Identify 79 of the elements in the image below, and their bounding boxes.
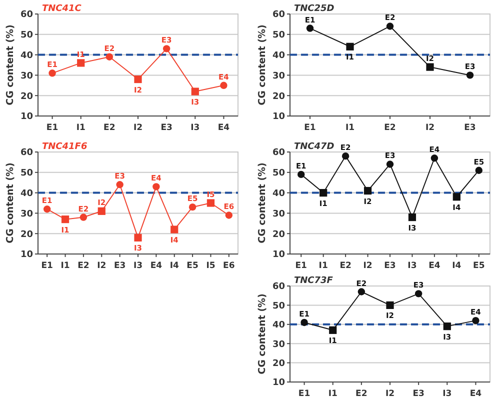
x-tick-label: I1 — [318, 261, 328, 271]
x-tick-label: E4 — [150, 261, 162, 271]
x-tick-label: I4 — [170, 261, 179, 271]
chart-title: TNC41C — [42, 4, 82, 14]
x-tick-label: E3 — [160, 123, 173, 133]
y-axis-title: CG content (%) — [257, 162, 268, 244]
x-tick-label: I3 — [133, 261, 143, 271]
x-tick-label: E4 — [470, 389, 482, 399]
x-tick-label: I1 — [76, 123, 86, 133]
y-tick-label: 50 — [272, 301, 285, 312]
chart-title: TNC25D — [294, 4, 335, 14]
chart-title: TNC41F6 — [42, 142, 88, 152]
y-tick-label: 30 — [20, 209, 33, 220]
y-tick-label: 60 — [272, 10, 285, 20]
y-tick-label: 60 — [20, 148, 33, 158]
y-tick-label: 30 — [272, 209, 285, 220]
y-axis-title: CG content (%) — [5, 162, 16, 244]
x-tick-label: I1 — [345, 123, 355, 133]
y-tick-label: 40 — [272, 320, 285, 331]
y-tick-label: 50 — [272, 30, 285, 41]
x-tick-label: I3 — [408, 261, 417, 271]
x-tick-label: E2 — [384, 123, 396, 133]
x-tick-label: I2 — [97, 261, 106, 271]
x-tick-label: I3 — [190, 123, 200, 133]
x-tick-label: E2 — [104, 123, 116, 133]
y-tick-label: 50 — [20, 30, 33, 41]
x-tick-label: E1 — [41, 261, 54, 271]
x-tick-label: E4 — [218, 123, 230, 133]
y-tick-label: 60 — [272, 282, 285, 292]
y-tick-label: 20 — [20, 230, 33, 240]
chart-title: TNC73F — [294, 276, 334, 286]
x-tick-label: E2 — [356, 389, 368, 399]
y-tick-label: 10 — [20, 112, 33, 122]
x-tick-label: E3 — [412, 389, 425, 399]
x-tick-label: I5 — [206, 261, 216, 271]
x-tick-label: E2 — [340, 261, 352, 271]
x-tick-label: E1 — [295, 261, 308, 271]
y-tick-label: 30 — [20, 71, 33, 82]
x-tick-label: E1 — [298, 389, 310, 399]
y-tick-label: 60 — [272, 148, 285, 158]
y-axis-title: CG content (%) — [5, 24, 16, 106]
y-tick-label: 20 — [272, 92, 285, 102]
x-tick-label: I2 — [133, 123, 143, 133]
x-tick-label: I3 — [442, 389, 452, 399]
y-tick-label: 10 — [272, 112, 285, 122]
x-tick-label: E1 — [304, 123, 316, 133]
y-axis-title: CG content (%) — [257, 294, 268, 374]
x-tick-label: E4 — [428, 261, 440, 271]
y-tick-label: 20 — [272, 358, 285, 369]
y-tick-label: 40 — [20, 188, 33, 199]
x-tick-label: E6 — [223, 261, 235, 271]
x-tick-label: E3 — [464, 123, 476, 133]
chart-title: TNC47D — [294, 142, 335, 152]
y-tick-label: 30 — [272, 340, 285, 350]
x-tick-label: I1 — [328, 389, 338, 399]
x-tick-label: I2 — [425, 123, 435, 133]
y-tick-label: 30 — [272, 71, 285, 82]
x-tick-label: I2 — [385, 389, 395, 399]
x-tick-label: I1 — [60, 261, 70, 271]
y-tick-label: 40 — [272, 50, 285, 61]
y-tick-label: 20 — [20, 92, 33, 102]
y-tick-label: 20 — [272, 230, 285, 240]
x-tick-label: E5 — [473, 261, 485, 271]
y-tick-label: 50 — [272, 168, 285, 179]
x-tick-label: E3 — [114, 261, 126, 271]
y-tick-label: 10 — [272, 250, 285, 260]
x-tick-label: E1 — [46, 123, 58, 133]
y-tick-label: 10 — [272, 378, 285, 388]
y-tick-label: 40 — [272, 188, 285, 199]
y-tick-label: 10 — [20, 250, 33, 260]
y-tick-label: 60 — [20, 10, 33, 20]
x-tick-label: E2 — [78, 261, 90, 271]
x-tick-label: I2 — [363, 261, 372, 271]
x-tick-label: I4 — [452, 261, 462, 271]
x-tick-label: E3 — [384, 261, 396, 271]
y-axis-title: CG content (%) — [257, 24, 268, 106]
y-tick-label: 50 — [20, 168, 33, 179]
y-tick-label: 40 — [20, 50, 33, 61]
x-tick-label: E5 — [186, 261, 198, 271]
